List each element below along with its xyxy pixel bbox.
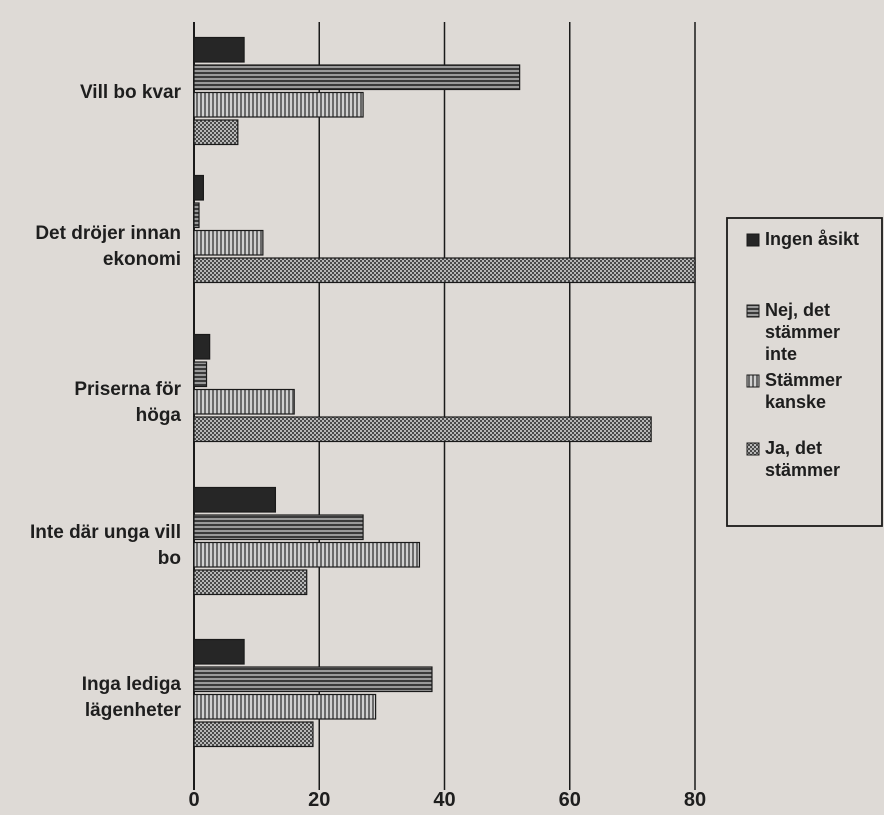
legend-label: Ja, det	[765, 438, 822, 458]
legend-label: Nej, det	[765, 300, 830, 320]
category-label: Priserna för	[74, 379, 181, 400]
legend-label: Ingen åsikt	[765, 229, 859, 249]
bars	[193, 36, 696, 748]
tick-label: 0	[188, 789, 199, 810]
category-labels: Vill bo kvar Det dröjer innan ekonomi Prise…	[30, 82, 182, 721]
category-label: höga	[136, 405, 182, 426]
category-label: lägenheter	[85, 700, 182, 721]
bar-2-1	[193, 361, 208, 388]
legend-label: Stämmer	[765, 370, 842, 390]
bar-3-1	[193, 514, 364, 541]
tick-label: 60	[559, 789, 581, 810]
bar-4-3	[193, 721, 314, 748]
tick-label: 40	[433, 789, 455, 810]
category-label: Det dröjer innan	[35, 223, 181, 244]
bar-4-2	[193, 693, 377, 720]
bar-2-0	[193, 333, 211, 360]
bar-4-1	[193, 666, 433, 693]
bar-3-3	[193, 569, 308, 596]
bar-1-2	[193, 229, 264, 256]
bar-0-1	[193, 64, 521, 91]
legend-label: stämmer	[765, 460, 840, 480]
legend-label: kanske	[765, 392, 826, 412]
bar-0-0	[193, 36, 245, 63]
bar-4-0	[193, 638, 245, 665]
bar-2-2	[193, 388, 295, 415]
legend-swatch	[746, 442, 760, 456]
bar-0-3	[193, 119, 239, 146]
legend-label: inte	[765, 344, 797, 364]
bar-2-3	[193, 416, 652, 443]
category-label: ekonomi	[103, 249, 181, 270]
legend-swatch	[746, 233, 760, 247]
bar-1-3	[193, 257, 696, 284]
legend-label: stämmer	[765, 322, 840, 342]
legend-box	[726, 217, 883, 527]
category-label: bo	[158, 548, 181, 569]
legend-swatch	[746, 374, 760, 388]
bar-1-1	[193, 202, 200, 229]
bar-1-0	[193, 174, 204, 201]
category-label: Inte där unga vill	[30, 522, 181, 543]
x-axis-ticks: 0 20 40 60 80	[188, 789, 706, 811]
legend-swatch	[746, 304, 760, 318]
bar-3-2	[193, 541, 421, 568]
tick-label: 20	[308, 789, 330, 810]
bar-0-2	[193, 91, 364, 118]
tick-label: 80	[684, 789, 706, 810]
category-label: Vill bo kvar	[80, 82, 182, 103]
category-label: Inga lediga	[82, 674, 182, 695]
bar-3-0	[193, 486, 277, 513]
